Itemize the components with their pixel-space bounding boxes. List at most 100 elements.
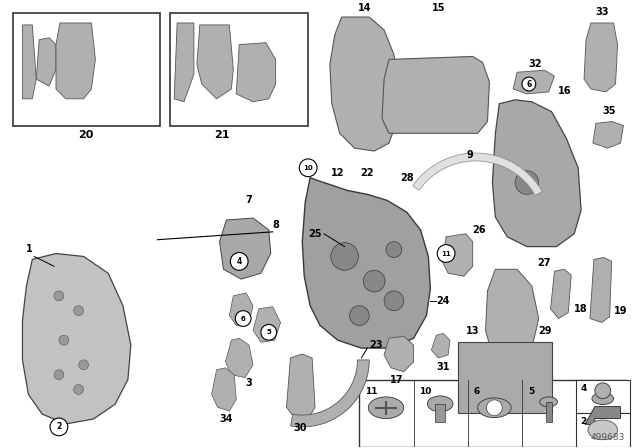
Polygon shape: [287, 354, 315, 419]
Bar: [458, 342, 552, 413]
Polygon shape: [36, 38, 56, 86]
Text: 11: 11: [365, 388, 378, 396]
Polygon shape: [229, 293, 253, 325]
Circle shape: [261, 324, 276, 340]
Polygon shape: [442, 234, 473, 276]
Polygon shape: [330, 17, 399, 151]
Text: 12: 12: [331, 168, 344, 178]
Bar: [576, 413, 630, 447]
Polygon shape: [585, 407, 621, 424]
Text: 27: 27: [537, 258, 550, 268]
Text: 29: 29: [538, 326, 552, 336]
Text: 21: 21: [214, 130, 229, 140]
Circle shape: [522, 77, 536, 91]
Bar: [13, 13, 161, 126]
Text: 35: 35: [602, 106, 616, 116]
Circle shape: [54, 291, 64, 301]
Polygon shape: [590, 258, 612, 323]
Text: 7: 7: [246, 195, 252, 205]
Ellipse shape: [477, 398, 511, 418]
Text: 18: 18: [574, 304, 588, 314]
Polygon shape: [593, 121, 623, 148]
Text: 24: 24: [436, 296, 450, 306]
Text: 2: 2: [580, 417, 586, 426]
Circle shape: [595, 383, 611, 399]
Circle shape: [74, 306, 84, 315]
Text: 34: 34: [220, 414, 233, 424]
Text: 11: 11: [441, 250, 451, 257]
Text: 20: 20: [78, 130, 93, 140]
Text: 22: 22: [360, 168, 374, 178]
Text: 9: 9: [467, 150, 473, 160]
Polygon shape: [546, 402, 552, 422]
Circle shape: [486, 400, 502, 416]
Circle shape: [349, 306, 369, 325]
Circle shape: [54, 370, 64, 379]
Ellipse shape: [588, 420, 618, 440]
Circle shape: [384, 291, 404, 310]
Text: 4: 4: [580, 383, 586, 392]
Polygon shape: [212, 368, 236, 411]
Text: 16: 16: [557, 86, 571, 96]
Polygon shape: [492, 100, 581, 246]
Text: 499683: 499683: [591, 433, 625, 442]
Circle shape: [437, 245, 455, 263]
Ellipse shape: [540, 397, 557, 407]
Text: 1: 1: [26, 244, 33, 254]
Circle shape: [50, 418, 68, 436]
Ellipse shape: [368, 397, 404, 418]
Bar: [170, 13, 308, 126]
Text: 26: 26: [473, 225, 486, 235]
Bar: [576, 379, 630, 413]
Polygon shape: [513, 70, 554, 94]
Text: 19: 19: [614, 306, 627, 316]
Text: 5: 5: [528, 388, 534, 396]
Circle shape: [386, 241, 402, 258]
Text: 14: 14: [358, 3, 371, 13]
Text: 28: 28: [400, 172, 413, 183]
Circle shape: [59, 335, 68, 345]
Polygon shape: [486, 269, 539, 360]
Text: 6: 6: [526, 80, 531, 89]
Text: 5: 5: [266, 329, 271, 335]
Polygon shape: [225, 338, 253, 378]
Text: 15: 15: [431, 3, 445, 13]
Circle shape: [230, 253, 248, 270]
Polygon shape: [220, 218, 271, 279]
Polygon shape: [236, 43, 276, 102]
Circle shape: [74, 384, 84, 394]
Circle shape: [300, 159, 317, 177]
Polygon shape: [431, 333, 450, 358]
Text: 3: 3: [246, 378, 252, 388]
Text: 10: 10: [303, 165, 313, 171]
Ellipse shape: [428, 396, 453, 412]
Circle shape: [331, 243, 358, 270]
Text: 10: 10: [419, 388, 432, 396]
Polygon shape: [584, 23, 618, 92]
Circle shape: [79, 360, 88, 370]
Text: 25: 25: [308, 229, 322, 239]
Text: 13: 13: [466, 326, 479, 336]
Text: 6: 6: [241, 315, 246, 322]
Circle shape: [236, 310, 251, 327]
Text: 8: 8: [273, 220, 280, 230]
Polygon shape: [382, 56, 490, 134]
Polygon shape: [174, 23, 194, 102]
Polygon shape: [22, 25, 36, 99]
Text: 32: 32: [528, 59, 541, 69]
Text: 6: 6: [474, 388, 480, 396]
Text: 31: 31: [436, 362, 450, 372]
Polygon shape: [550, 269, 572, 319]
Text: 23: 23: [369, 340, 383, 350]
Text: 30: 30: [294, 423, 307, 433]
Polygon shape: [384, 336, 413, 372]
Polygon shape: [435, 404, 445, 422]
Text: 2: 2: [56, 422, 61, 431]
Polygon shape: [56, 23, 95, 99]
Ellipse shape: [592, 393, 614, 405]
Circle shape: [364, 270, 385, 292]
Polygon shape: [197, 25, 234, 99]
Text: 17: 17: [390, 375, 404, 385]
Polygon shape: [22, 254, 131, 424]
Polygon shape: [291, 360, 369, 427]
